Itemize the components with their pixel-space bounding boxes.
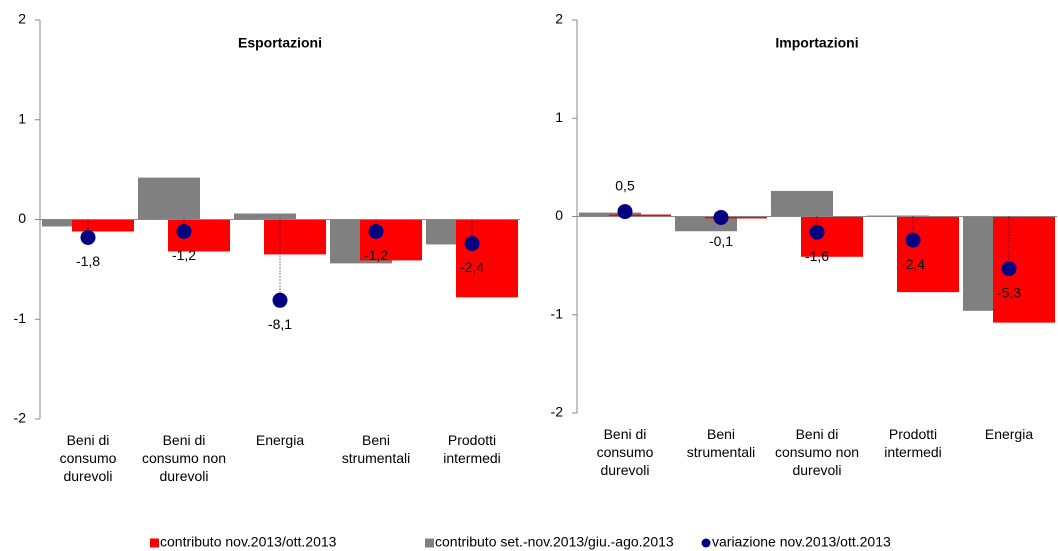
data-label: -1,6 — [805, 248, 829, 264]
data-label: -2,4 — [460, 259, 484, 275]
data-label: -8,1 — [268, 316, 292, 332]
dot — [1001, 261, 1017, 277]
bar — [456, 219, 518, 298]
chart-title: Esportazioni — [238, 35, 322, 51]
y-tick-label: -2 — [14, 410, 27, 426]
data-label: 0,5 — [615, 177, 635, 193]
x-tick-label: Beni di consumo non durevoli — [774, 426, 860, 478]
dot — [176, 223, 192, 239]
y-tick-label: 2 — [18, 11, 26, 27]
data-label: -1,2 — [364, 247, 388, 263]
x-tick-label: Prodotti intermedi — [443, 432, 501, 466]
bar — [264, 219, 326, 255]
bar — [138, 177, 200, 220]
legend-swatch — [701, 538, 711, 548]
data-label: -2,4 — [901, 256, 925, 272]
data-label: -5,3 — [997, 284, 1021, 300]
y-tick-label: -2 — [551, 404, 564, 420]
y-tick-label: 0 — [555, 207, 563, 223]
chart-title: Importazioni — [775, 35, 858, 51]
legend-swatch — [425, 538, 434, 548]
y-tick-label: 0 — [18, 210, 26, 226]
x-tick-label: Prodotti intermedi — [884, 426, 942, 460]
data-label: -1,2 — [172, 247, 196, 263]
data-label: -0,1 — [709, 233, 733, 249]
bar — [360, 219, 422, 261]
dot — [368, 223, 384, 239]
y-tick-label: -1 — [551, 305, 564, 321]
x-tick-label: Beni di consumo durevoli — [596, 426, 654, 478]
bar — [771, 190, 833, 217]
dot — [272, 292, 288, 308]
y-tick-label: 1 — [555, 109, 563, 125]
x-tick-label: Beni di consumo non durevoli — [141, 432, 227, 484]
dot — [809, 224, 825, 240]
x-tick-label: Energia — [984, 426, 1034, 442]
dot — [464, 235, 480, 251]
dot — [80, 229, 96, 245]
dot — [617, 204, 633, 220]
x-tick-label: Beni di consumo durevoli — [59, 432, 117, 484]
y-tick-label: 2 — [555, 11, 563, 27]
y-tick-label: 1 — [18, 110, 26, 126]
x-tick-label: Beni strumentali — [341, 432, 411, 466]
bar — [234, 213, 296, 220]
bar — [705, 216, 767, 219]
dot — [713, 209, 729, 225]
dot — [905, 232, 921, 248]
x-tick-label: Beni strumentali — [686, 426, 756, 460]
legend-label: variazione nov.2013/ott.2013 — [712, 534, 891, 550]
bar — [897, 216, 959, 293]
y-tick-label: -1 — [14, 310, 27, 326]
bar — [609, 214, 671, 217]
legend-label: contributo nov.2013/ott.2013 — [160, 534, 337, 550]
legend-label: contributo set.-nov.2013/giu.-ago.2013 — [435, 534, 674, 550]
bar — [72, 219, 134, 232]
x-tick-label: Energia — [255, 432, 305, 448]
data-label: -1,8 — [76, 253, 100, 269]
legend-swatch — [150, 538, 159, 548]
